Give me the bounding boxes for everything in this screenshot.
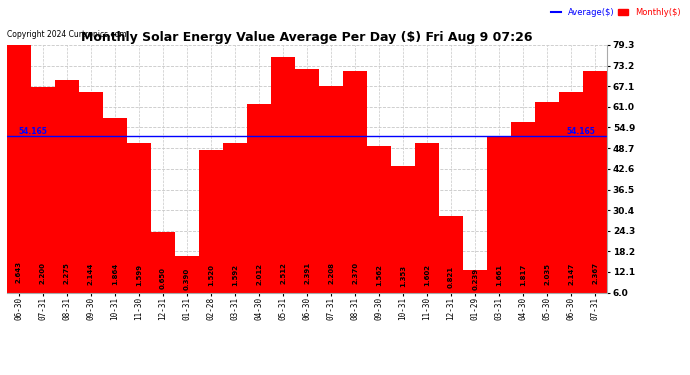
Text: 1.661: 1.661 <box>496 264 502 286</box>
Bar <box>583 71 607 292</box>
Bar <box>535 102 559 292</box>
Bar <box>199 150 223 292</box>
Text: 2.370: 2.370 <box>352 262 358 284</box>
Text: 2.147: 2.147 <box>568 262 574 285</box>
Text: 1.602: 1.602 <box>424 264 430 286</box>
Text: 1.864: 1.864 <box>112 263 118 285</box>
Bar <box>439 216 463 292</box>
Text: 1.817: 1.817 <box>520 263 526 285</box>
Bar <box>247 104 271 292</box>
Text: 1.599: 1.599 <box>136 264 142 286</box>
Text: 2.391: 2.391 <box>304 262 310 284</box>
Bar <box>127 143 151 292</box>
Bar <box>55 80 79 292</box>
Legend: Average($), Monthly($): Average($), Monthly($) <box>548 4 684 20</box>
Bar <box>367 146 391 292</box>
Text: 2.012: 2.012 <box>256 263 262 285</box>
Bar <box>103 118 127 292</box>
Bar <box>343 70 367 292</box>
Text: 2.367: 2.367 <box>592 262 598 284</box>
Text: 2.144: 2.144 <box>88 262 94 285</box>
Text: 0.650: 0.650 <box>160 267 166 289</box>
Text: 0.821: 0.821 <box>448 266 454 288</box>
Bar <box>319 86 343 292</box>
Bar <box>415 142 439 292</box>
Text: 2.208: 2.208 <box>328 262 334 284</box>
Text: 54.165: 54.165 <box>19 128 48 136</box>
Bar <box>463 270 487 292</box>
Text: 2.200: 2.200 <box>40 262 46 285</box>
Bar <box>79 92 103 292</box>
Text: 1.562: 1.562 <box>376 264 382 286</box>
Bar <box>223 144 247 292</box>
Text: 1.353: 1.353 <box>400 265 406 287</box>
Text: 1.520: 1.520 <box>208 264 214 286</box>
Text: 1.592: 1.592 <box>232 264 238 286</box>
Bar <box>7 45 31 292</box>
Bar <box>271 57 295 292</box>
Bar <box>295 69 319 292</box>
Bar <box>391 166 415 292</box>
Text: 2.035: 2.035 <box>544 263 550 285</box>
Bar <box>151 232 175 292</box>
Text: Copyright 2024 Curtronics.com: Copyright 2024 Curtronics.com <box>7 30 126 39</box>
Text: 0.390: 0.390 <box>184 267 190 290</box>
Text: 2.643: 2.643 <box>16 261 22 283</box>
Text: 54.165: 54.165 <box>566 128 595 136</box>
Bar <box>487 137 511 292</box>
Bar <box>559 92 583 292</box>
Text: 0.239: 0.239 <box>472 268 478 290</box>
Title: Monthly Solar Energy Value Average Per Day ($) Fri Aug 9 07:26: Monthly Solar Energy Value Average Per D… <box>81 31 533 44</box>
Text: 2.275: 2.275 <box>64 262 70 284</box>
Text: 2.512: 2.512 <box>280 262 286 284</box>
Bar <box>31 87 55 292</box>
Bar <box>175 256 199 292</box>
Bar <box>511 122 535 292</box>
